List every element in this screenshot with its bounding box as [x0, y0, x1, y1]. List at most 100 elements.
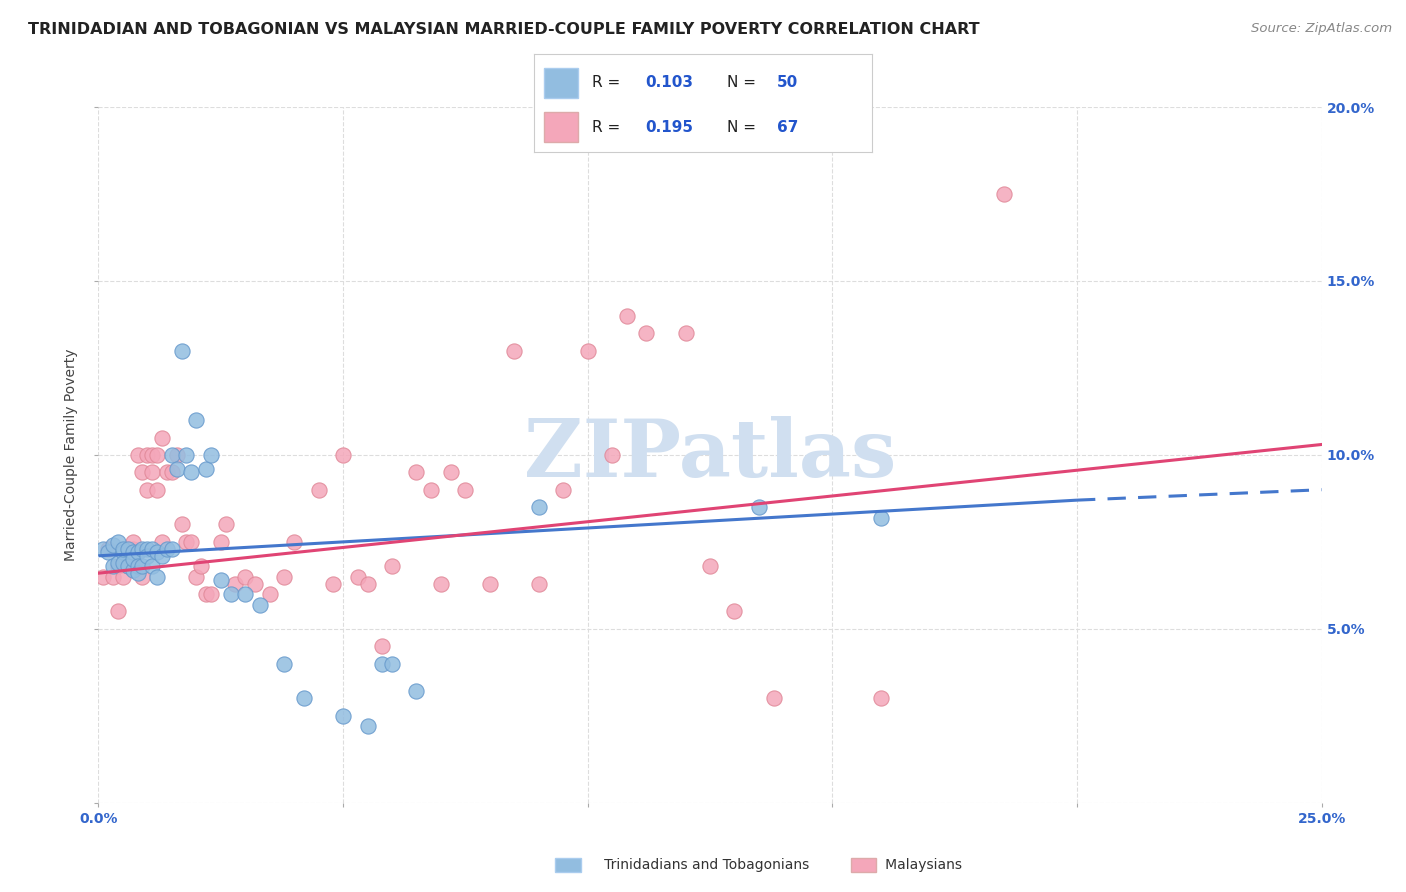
Point	[200, 448, 222, 462]
Point	[308, 483, 330, 497]
Point	[131, 466, 153, 480]
Point	[273, 657, 295, 671]
Point	[209, 534, 232, 549]
Point	[101, 570, 124, 584]
Point	[127, 545, 149, 559]
Point	[176, 534, 198, 549]
FancyBboxPatch shape	[544, 112, 578, 142]
Point	[430, 576, 453, 591]
Point	[405, 466, 427, 480]
Point	[111, 541, 134, 556]
Point	[371, 657, 394, 671]
Point	[636, 326, 658, 340]
Point	[675, 326, 697, 340]
Point	[440, 466, 463, 480]
Point	[219, 587, 242, 601]
Point	[121, 541, 143, 556]
Point	[170, 343, 193, 358]
Point	[107, 605, 129, 619]
Point	[283, 534, 305, 549]
Point	[454, 483, 477, 497]
Point	[146, 483, 169, 497]
Text: R =: R =	[592, 120, 624, 135]
Point	[190, 559, 212, 574]
Point	[141, 466, 163, 480]
Point	[616, 309, 638, 323]
Point	[160, 466, 183, 480]
Point	[131, 570, 153, 584]
Point	[136, 448, 159, 462]
Point	[249, 598, 271, 612]
Point	[150, 431, 173, 445]
Point	[214, 517, 236, 532]
Point	[117, 541, 139, 556]
Point	[97, 545, 120, 559]
Point	[127, 559, 149, 574]
Point	[141, 541, 163, 556]
Point	[993, 187, 1015, 202]
Point	[146, 570, 169, 584]
Point	[195, 462, 218, 476]
Point	[121, 534, 143, 549]
Text: 0.103: 0.103	[645, 76, 693, 90]
Text: 0.195: 0.195	[645, 120, 693, 135]
Point	[346, 570, 368, 584]
Point	[233, 587, 256, 601]
Point	[121, 563, 143, 577]
Point	[141, 448, 163, 462]
Point	[107, 559, 129, 574]
Point	[127, 559, 149, 574]
Point	[107, 534, 129, 549]
Point	[259, 587, 281, 601]
Point	[131, 559, 153, 574]
Point	[150, 534, 173, 549]
Text: 50: 50	[778, 76, 799, 90]
Point	[170, 517, 193, 532]
Point	[121, 552, 143, 566]
Point	[156, 541, 179, 556]
Point	[576, 343, 599, 358]
Text: N =: N =	[727, 120, 761, 135]
Point	[97, 541, 120, 556]
Point	[186, 413, 208, 427]
Point	[180, 534, 202, 549]
Point	[156, 466, 179, 480]
Point	[141, 559, 163, 574]
Point	[200, 587, 222, 601]
Point	[762, 691, 785, 706]
Point	[243, 576, 266, 591]
Point	[195, 587, 218, 601]
Text: Trinidadians and Tobagonians: Trinidadians and Tobagonians	[591, 858, 808, 872]
Point	[723, 605, 745, 619]
Point	[273, 570, 295, 584]
Point	[356, 719, 378, 733]
Point	[699, 559, 721, 574]
Point	[209, 573, 232, 587]
Point	[870, 691, 893, 706]
Point	[150, 549, 173, 563]
Point	[356, 576, 378, 591]
Point	[107, 556, 129, 570]
Point	[371, 639, 394, 653]
Point	[503, 343, 526, 358]
Point	[405, 684, 427, 698]
Point	[146, 545, 169, 559]
Point	[160, 541, 183, 556]
Point	[160, 448, 183, 462]
Point	[292, 691, 315, 706]
Point	[111, 570, 134, 584]
Point	[111, 545, 134, 559]
Point	[553, 483, 575, 497]
Point	[127, 448, 149, 462]
Point	[381, 559, 404, 574]
Point	[748, 500, 770, 514]
Point	[233, 570, 256, 584]
Point	[478, 576, 501, 591]
Point	[101, 559, 124, 574]
Text: Malaysians: Malaysians	[872, 858, 962, 872]
Point	[166, 462, 188, 476]
Point	[527, 576, 550, 591]
Point	[186, 570, 208, 584]
Point	[111, 545, 134, 559]
Point	[381, 657, 404, 671]
